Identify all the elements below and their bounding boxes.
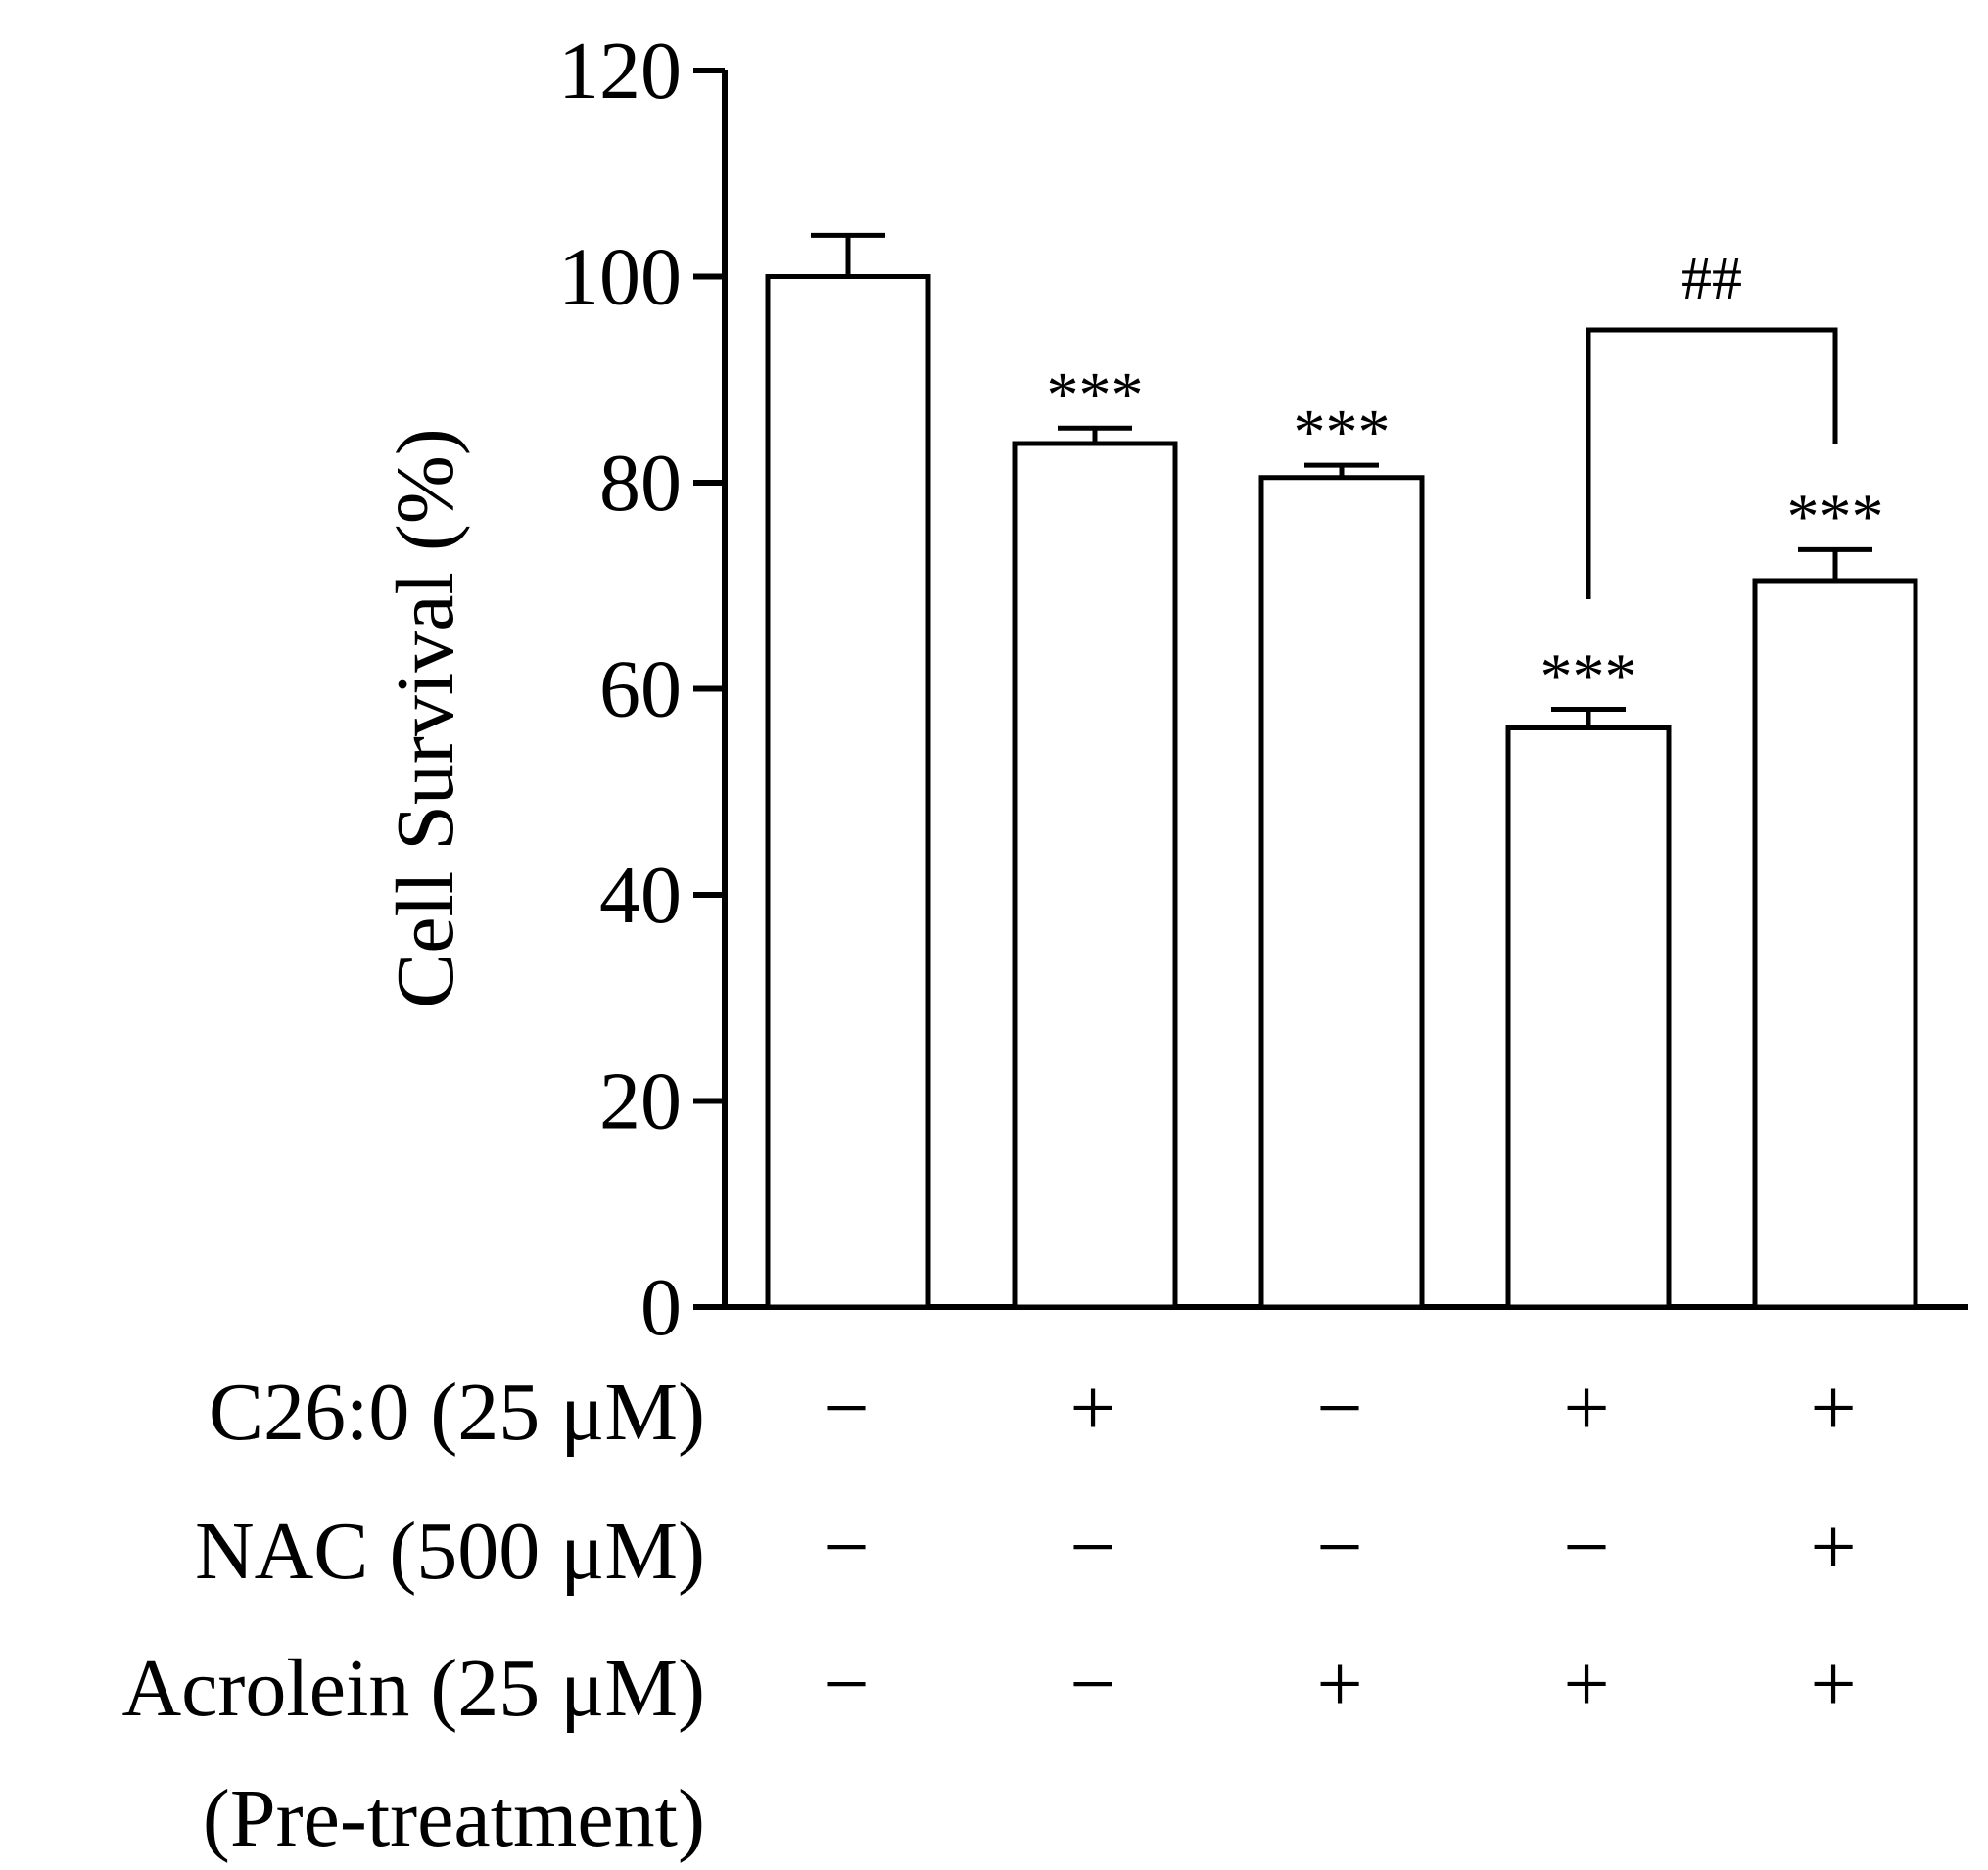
comparison-label: ## (1681, 246, 1742, 312)
plus-symbol: + (1563, 1363, 1609, 1454)
significance-label: *** (1540, 641, 1637, 713)
bars (765, 232, 1918, 1310)
plus-symbol: + (1810, 1502, 1856, 1593)
plus-symbol: + (1810, 1363, 1856, 1454)
significance-label: *** (1787, 481, 1884, 552)
comparison-bracket (1586, 327, 1838, 599)
treatment-table: C26:0 (25 μM) − + − + + NAC (500 μM) − − − − + Acrol… (121, 1363, 1856, 1864)
minus-symbol: − (1316, 1502, 1362, 1593)
minus-symbol: − (1069, 1639, 1115, 1730)
plus-symbol: + (1810, 1639, 1856, 1730)
bar (1012, 441, 1178, 1310)
plus-symbol: + (1563, 1639, 1609, 1730)
pretreatment-note: (Pre-treatment) (203, 1773, 705, 1864)
bar (1505, 725, 1672, 1310)
plus-symbol: + (1069, 1363, 1115, 1454)
annotations: *** *** *** *** ## (1047, 246, 1884, 713)
plus-symbol: + (1316, 1639, 1362, 1730)
minus-symbol: − (823, 1502, 869, 1593)
y-tick-label: 60 (599, 644, 682, 735)
minus-symbol: − (1069, 1502, 1115, 1593)
y-axis-label: Cell Survival (%) (380, 428, 471, 1008)
axes: 0 20 40 60 80 100 120 Cell Survival (%) (380, 25, 1968, 1353)
y-tick-label: 20 (599, 1056, 682, 1147)
minus-symbol: − (1563, 1502, 1609, 1593)
minus-symbol: − (823, 1639, 869, 1730)
significance-label: *** (1294, 397, 1391, 468)
bar (1258, 475, 1425, 1310)
treatment-row-label: Acrolein (25 μM) (121, 1643, 705, 1734)
minus-symbol: − (823, 1363, 869, 1454)
y-tick-label: 40 (599, 850, 682, 941)
significance-label: *** (1047, 359, 1144, 431)
bar (765, 274, 931, 1310)
y-tick-label: 0 (640, 1262, 682, 1353)
y-tick-label: 80 (599, 438, 682, 529)
minus-symbol: − (1316, 1363, 1362, 1454)
bar (1752, 578, 1918, 1310)
y-tick-label: 100 (558, 232, 682, 323)
y-tick-label: 120 (558, 25, 682, 117)
treatment-row-label: C26:0 (25 μM) (209, 1367, 705, 1458)
treatment-row-label: NAC (500 μM) (195, 1506, 705, 1597)
